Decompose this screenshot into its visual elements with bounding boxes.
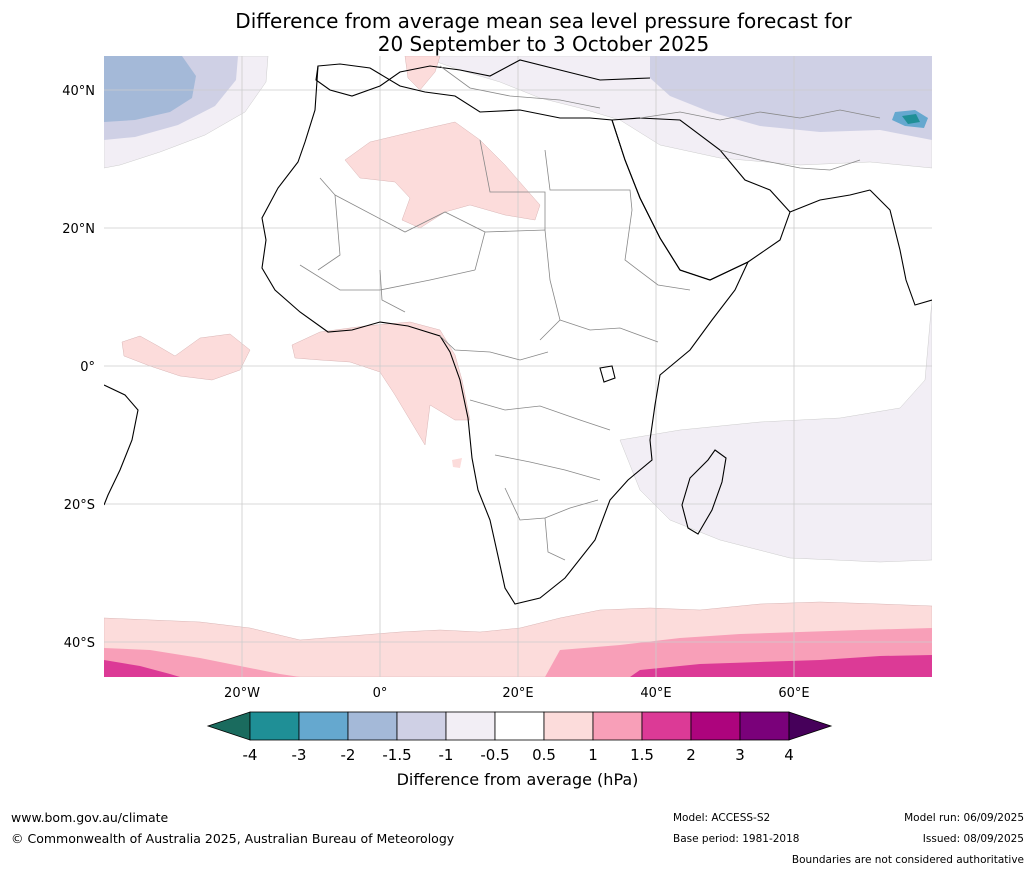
asia-coastline bbox=[789, 189, 871, 213]
colorbar-segment bbox=[494, 711, 545, 741]
country-borders bbox=[299, 65, 881, 561]
colorbar-tick-label: -3 bbox=[292, 746, 307, 764]
footer-base-period: Base period: 1981-2018 bbox=[673, 833, 800, 845]
colorbar-segment bbox=[739, 711, 790, 741]
africa-coastline bbox=[261, 63, 750, 605]
lon-label: 20°E bbox=[502, 686, 533, 701]
anomaly-pos-gulf-of-guinea bbox=[291, 321, 471, 446]
coastlines bbox=[104, 59, 932, 605]
lat-label: 20°N bbox=[62, 222, 95, 237]
footer-disclaimer: Boundaries are not considered authoritat… bbox=[791, 854, 1024, 866]
anomaly-neg-atlantic-strong bbox=[104, 56, 196, 122]
footer-copyright: © Commonwealth of Australia 2025, Austra… bbox=[11, 831, 455, 846]
lake-victoria bbox=[599, 365, 616, 383]
footer-model-run: Model run: 06/09/2025 bbox=[904, 812, 1024, 824]
lat-label: 20°S bbox=[64, 498, 95, 513]
colorbar-segment bbox=[641, 711, 692, 741]
colorbar-segment bbox=[298, 711, 349, 741]
colorbar-extend-low bbox=[206, 711, 251, 741]
map-panel bbox=[104, 56, 932, 677]
colorbar-tick-label: -1 bbox=[439, 746, 454, 764]
colorbar-tick-label: 3 bbox=[735, 746, 745, 764]
colorbar-tick-label: 1 bbox=[588, 746, 598, 764]
colorbar-segment bbox=[249, 711, 300, 741]
colorbar-label: Difference from average (hPa) bbox=[396, 770, 639, 789]
colorbar-tick-label: -0.5 bbox=[480, 746, 509, 764]
anomaly-pos-mediterranean bbox=[404, 56, 441, 91]
colorbar-tick-label: 1.5 bbox=[630, 746, 654, 764]
anomaly-neg-tibet-core bbox=[902, 114, 920, 124]
title-line-2: 20 September to 3 October 2025 bbox=[377, 32, 710, 56]
map-title: Difference from average mean sea level p… bbox=[0, 10, 1035, 56]
colorbar-tick-label: 0.5 bbox=[532, 746, 556, 764]
south-america-coastline bbox=[104, 384, 139, 506]
lat-labels: 40°N 20°N 0° 20°S 40°S bbox=[62, 84, 95, 651]
lon-label: 40°E bbox=[640, 686, 671, 701]
colorbar-extend-high bbox=[788, 711, 833, 741]
colorbar-tick-label: -1.5 bbox=[382, 746, 411, 764]
lon-label: 20°W bbox=[224, 686, 260, 701]
anomaly-pos-angola-spot bbox=[452, 458, 462, 468]
footer-website: www.bom.gov.au/climate bbox=[11, 810, 169, 825]
gridlines bbox=[104, 56, 932, 677]
lat-label: 0° bbox=[80, 360, 95, 375]
colorbar-segment bbox=[445, 711, 496, 741]
lon-labels: 20°W 0° 20°E 40°E 60°E bbox=[224, 686, 810, 701]
india-coastline bbox=[869, 189, 932, 306]
colorbar-tick-label: -4 bbox=[243, 746, 258, 764]
lat-label: 40°S bbox=[64, 636, 95, 651]
colorbar-segment bbox=[347, 711, 398, 741]
lat-label: 40°N bbox=[62, 84, 95, 99]
colorbar-tick-label: 4 bbox=[784, 746, 794, 764]
anomaly-neg-indian-ocean bbox=[619, 299, 932, 563]
footer-issued: Issued: 08/09/2025 bbox=[922, 833, 1024, 845]
colorbar-segment bbox=[396, 711, 447, 741]
colorbar-segment bbox=[543, 711, 594, 741]
anomaly-pos-southern-strong bbox=[630, 655, 932, 677]
colorbar-segment bbox=[592, 711, 643, 741]
anomaly-pos-sahara bbox=[344, 121, 541, 229]
title-line-1: Difference from average mean sea level p… bbox=[235, 9, 852, 33]
anomaly-neg-eurasia-mid bbox=[650, 56, 932, 140]
colorbar-tick-label: -2 bbox=[341, 746, 356, 764]
lon-label: 60°E bbox=[778, 686, 809, 701]
arabia-coastline bbox=[611, 117, 791, 281]
colorbar: -4 -3 -2 -1.5 -1 -0.5 0.5 1 1.5 2 3 4 bbox=[206, 711, 833, 764]
anomaly-pos-southern-strong-west bbox=[104, 660, 180, 677]
europe-coastline bbox=[315, 59, 651, 97]
colorbar-segment bbox=[690, 711, 741, 741]
madagascar-coastline bbox=[681, 449, 727, 535]
lon-label: 0° bbox=[373, 686, 388, 701]
colorbar-tick-label: 2 bbox=[686, 746, 696, 764]
footer-model: Model: ACCESS-S2 bbox=[673, 812, 771, 824]
